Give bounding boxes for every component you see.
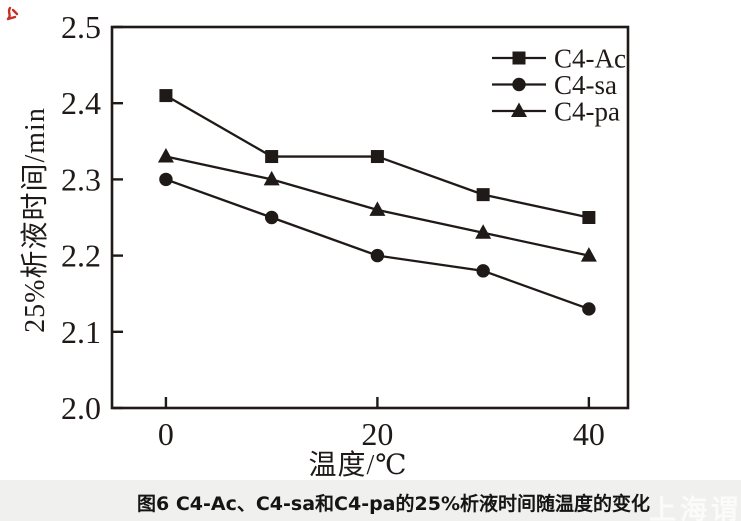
C4-Ac-square-marker — [582, 211, 596, 224]
y-tick-label: 2.5 — [61, 9, 101, 45]
y-tick-label: 2.4 — [61, 85, 101, 121]
C4-sa-circle-marker — [582, 302, 596, 316]
C4-sa-circle-marker — [370, 248, 385, 263]
x-axis-label: 温度/℃ — [308, 449, 407, 481]
C4-sa-circle-marker — [159, 172, 173, 187]
y-tick-label: 2.0 — [61, 390, 101, 426]
C4-Ac-square-marker — [265, 150, 279, 164]
C4-pa-triangle-marker — [580, 247, 597, 262]
caption-band: 图6 C4-Ac、C4-sa和C4-pa的25%析液时间随温度的变化 上海谓剂 — [0, 480, 741, 521]
x-tick-label: 20 — [361, 416, 393, 452]
C4-pa-triangle-marker — [157, 148, 174, 163]
legend-C4-sa-circle-marker — [512, 77, 526, 92]
C4-Ac-square-marker — [370, 150, 384, 164]
y-tick-label: 2.3 — [61, 161, 101, 197]
legend-C4-pa-triangle-marker — [511, 102, 527, 117]
C4-Ac-square-marker — [476, 188, 490, 202]
x-tick-label: 40 — [573, 416, 605, 452]
series-line-C4-sa — [165, 178, 590, 311]
C4-sa-circle-marker — [476, 264, 490, 278]
legend-label-C4-Ac: C4-Ac — [554, 44, 626, 74]
C4-pa-triangle-marker — [475, 224, 492, 239]
C4-sa-circle-marker — [264, 210, 279, 225]
x-tick-label: 0 — [158, 416, 174, 452]
y-tick-label: 2.1 — [61, 314, 101, 350]
y-tick-label: 2.2 — [61, 238, 101, 274]
red-annotation-mark — [6, 6, 19, 21]
legend-label-C4-sa: C4-sa — [554, 70, 617, 100]
y-axis-label: 25%析液时间/min — [19, 107, 51, 333]
C4-pa-triangle-marker — [369, 201, 386, 216]
watermark: 上海谓剂 — [649, 495, 741, 521]
figure-caption: 图6 C4-Ac、C4-sa和C4-pa的25%析液时间随温度的变化 — [137, 493, 650, 515]
plot-border — [110, 25, 630, 410]
legend-C4-Ac-square-marker — [512, 51, 526, 65]
C4-Ac-square-marker — [159, 89, 173, 103]
C4-pa-triangle-marker — [263, 170, 280, 186]
legend-label-C4-pa: C4-pa — [554, 97, 620, 127]
